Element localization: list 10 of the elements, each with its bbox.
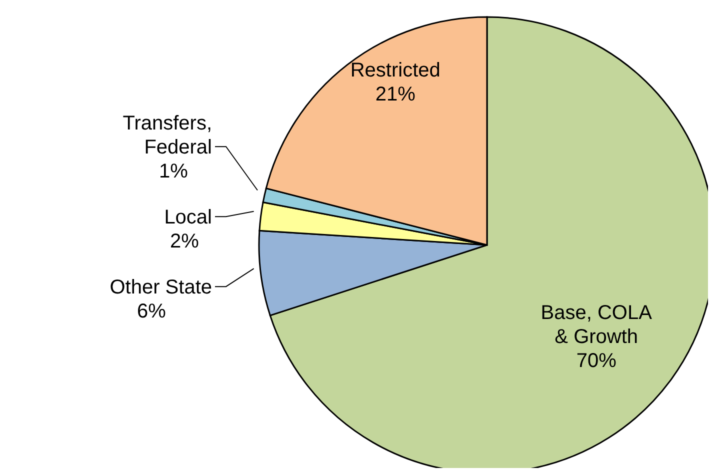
data-label: 70% [576, 350, 617, 372]
slice-label: Base, COLA & Growth [540, 302, 653, 348]
slice-label: Restricted [350, 59, 440, 82]
data-label: 21% [375, 83, 416, 106]
data-label: 1% [159, 160, 188, 183]
slice-label: Other State [110, 276, 212, 299]
data-label: 2% [170, 230, 200, 253]
data-label: 6% [137, 300, 166, 323]
slice-label: Local [164, 206, 212, 229]
slice-label: Transfers, Federal [122, 112, 212, 159]
